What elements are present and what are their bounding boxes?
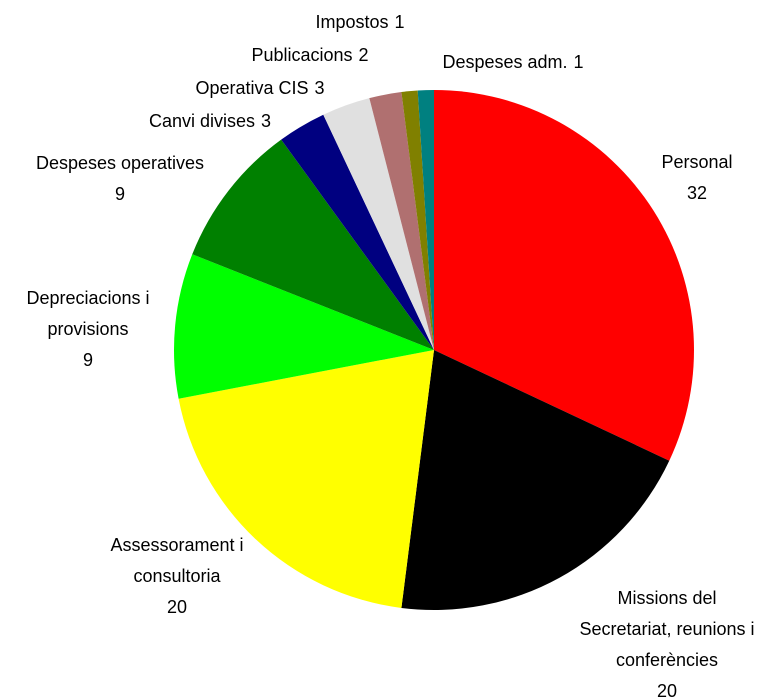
pie-slice bbox=[178, 350, 434, 608]
category-label: Despeses operatives bbox=[35, 153, 205, 173]
category-label: Depreciacions i provisions bbox=[26, 288, 150, 339]
pie-slice bbox=[434, 90, 694, 461]
category-label: Publicacions bbox=[251, 45, 353, 65]
pie-slice bbox=[323, 98, 434, 350]
slice-label: Impostos 1 bbox=[315, 7, 404, 38]
value-label: 9 bbox=[114, 184, 125, 204]
slice-label: Assessorament i consultoria 20 bbox=[92, 530, 262, 623]
value-label: 3 bbox=[314, 78, 325, 98]
pie-slice bbox=[417, 90, 434, 350]
value-label: 1 bbox=[394, 12, 405, 32]
category-label: Despeses adm. bbox=[442, 52, 568, 72]
category-label: Impostos bbox=[315, 12, 389, 32]
slice-label: Canvi divises 3 bbox=[149, 106, 271, 137]
value-label: 2 bbox=[358, 45, 369, 65]
slice-label: Despeses adm. 1 bbox=[442, 47, 583, 78]
slice-label: Depreciacions i provisions 9 bbox=[13, 283, 163, 376]
slice-label: Operativa CIS 3 bbox=[195, 73, 324, 104]
category-label: Missions del Secretariat, reunions i con… bbox=[579, 588, 755, 670]
value-label: 9 bbox=[82, 350, 93, 370]
pie-slice bbox=[401, 350, 670, 610]
slice-label: Missions del Secretariat, reunions i con… bbox=[575, 583, 760, 697]
pie-slice bbox=[369, 92, 434, 351]
value-label: 20 bbox=[166, 597, 188, 617]
value-label: 1 bbox=[573, 52, 584, 72]
value-label: 3 bbox=[261, 111, 272, 131]
slice-label: Personal 32 bbox=[637, 147, 757, 209]
value-label: 20 bbox=[656, 681, 678, 697]
slice-label: Publicacions 2 bbox=[251, 40, 368, 71]
category-label: Assessorament i consultoria bbox=[110, 535, 244, 586]
pie-slice bbox=[174, 254, 434, 399]
pie-slice bbox=[401, 90, 434, 350]
category-label: Operativa CIS bbox=[195, 78, 309, 98]
pie-slice bbox=[281, 114, 434, 350]
value-label: 32 bbox=[686, 183, 708, 203]
category-label: Canvi divises bbox=[148, 111, 256, 131]
slice-label: Despeses operatives 9 bbox=[0, 148, 250, 210]
category-label: Personal bbox=[661, 152, 733, 172]
pie-slice bbox=[192, 139, 434, 350]
